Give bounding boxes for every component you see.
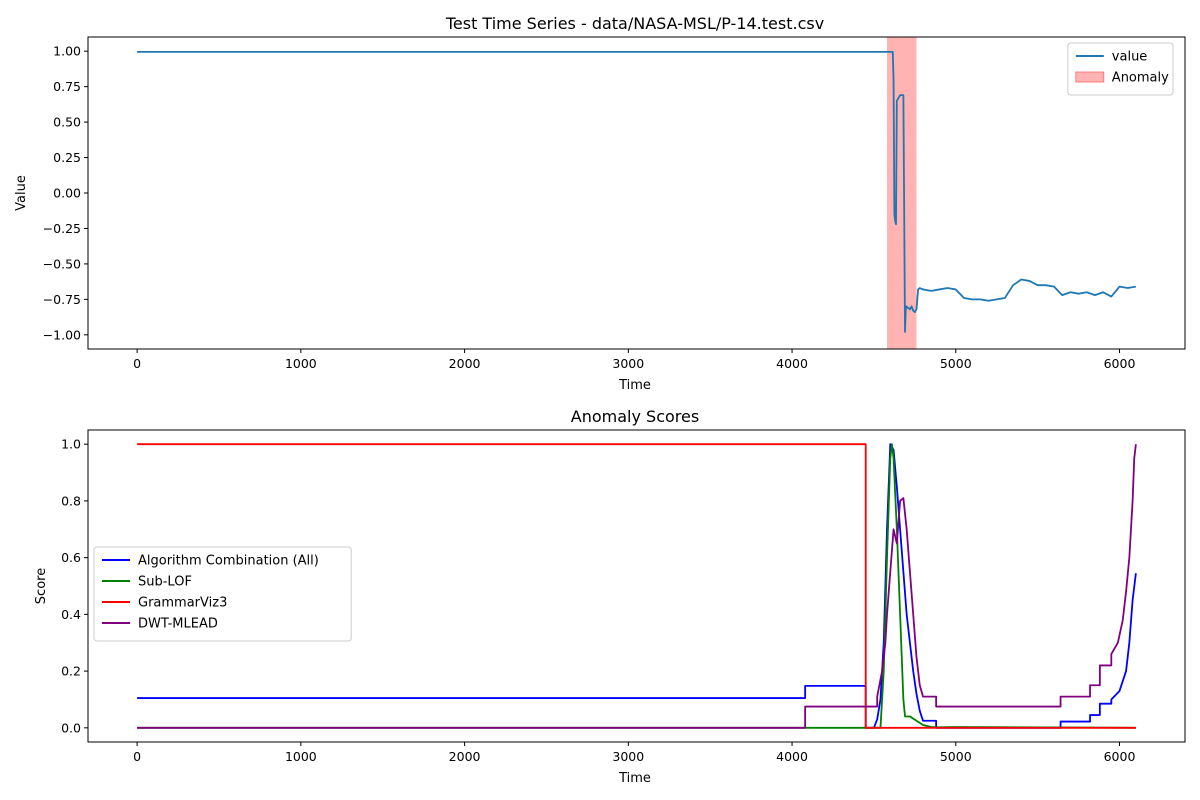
series-line-value bbox=[137, 50, 1137, 333]
axes-frame bbox=[87, 429, 1186, 743]
x-tick-label: 1000 bbox=[285, 356, 317, 371]
x-tick-label: 2000 bbox=[449, 356, 481, 371]
y-tick-label: 0.00 bbox=[53, 186, 81, 201]
x-axis-label: Time bbox=[618, 378, 651, 393]
legend-label: value bbox=[1112, 50, 1148, 65]
y-tick-label: −0.50 bbox=[43, 256, 81, 271]
y-tick-label: −0.75 bbox=[43, 292, 81, 307]
legend-label: Sub-LOF bbox=[138, 575, 192, 590]
series-line-grammarviz3 bbox=[137, 443, 1136, 729]
legend-label: Anomaly bbox=[1112, 71, 1169, 86]
y-tick-label: 0.25 bbox=[53, 150, 81, 165]
anomaly-scores-chart: Anomaly Scores 0 1000 2000 3000 4000 5000 6000… bbox=[34, 407, 1186, 786]
legend-label: Algorithm Combination (All) bbox=[138, 554, 319, 569]
x-tick-label: 5000 bbox=[940, 356, 972, 371]
series-line-algorithm-combination-all bbox=[137, 443, 1137, 729]
y-tick-label: 1.0 bbox=[61, 437, 81, 452]
x-tick-label: 6000 bbox=[1104, 356, 1136, 371]
x-tick-label: 5000 bbox=[940, 749, 972, 764]
x-tick-label: 3000 bbox=[612, 356, 644, 371]
x-tick-label: 6000 bbox=[1104, 749, 1136, 764]
x-tick-label: 0 bbox=[133, 356, 141, 371]
plot-area: 0 1000 2000 3000 4000 5000 6000 −1.00 −0.75 −0.50… bbox=[43, 36, 1186, 371]
x-tick-label: 4000 bbox=[776, 749, 808, 764]
chart-title: Test Time Series - data/NASA-MSL/P-14.te… bbox=[445, 14, 824, 33]
legend: Algorithm Combination (All) Sub-LOF Gramma… bbox=[93, 546, 352, 642]
axes-frame bbox=[87, 36, 1186, 350]
y-tick-label: 0.8 bbox=[61, 493, 81, 508]
time-series-chart: Test Time Series - data/NASA-MSL/P-14.te… bbox=[14, 14, 1186, 393]
y-axis-label: Score bbox=[34, 568, 49, 604]
anomaly-region bbox=[887, 37, 917, 349]
y-tick-label: 0.50 bbox=[53, 115, 81, 130]
y-tick-label: 1.00 bbox=[53, 44, 81, 59]
y-tick-label: 0.0 bbox=[61, 720, 81, 735]
legend: value Anomaly bbox=[1067, 42, 1174, 96]
y-tick-label: 0.4 bbox=[61, 607, 81, 622]
legend-swatch bbox=[1075, 71, 1105, 83]
legend-label: DWT-MLEAD bbox=[138, 617, 218, 632]
y-tick-label: −0.25 bbox=[43, 221, 81, 236]
x-tick-label: 2000 bbox=[449, 749, 481, 764]
y-tick-label: 0.6 bbox=[61, 550, 81, 565]
y-axis-label: Value bbox=[14, 175, 29, 211]
x-axis-label: Time bbox=[618, 771, 651, 786]
legend-label: GrammarViz3 bbox=[138, 596, 227, 611]
y-tick-label: 0.2 bbox=[61, 664, 81, 679]
series-line-dwt-mlead bbox=[137, 444, 1137, 729]
x-tick-label: 1000 bbox=[285, 749, 317, 764]
y-tick-label: 0.75 bbox=[53, 79, 81, 94]
chart-title: Anomaly Scores bbox=[571, 407, 699, 426]
x-tick-label: 3000 bbox=[612, 749, 644, 764]
x-tick-label: 0 bbox=[133, 749, 141, 764]
y-tick-label: −1.00 bbox=[43, 327, 81, 342]
legend-box bbox=[93, 546, 352, 642]
x-tick-label: 4000 bbox=[776, 356, 808, 371]
plot-area: 0 1000 2000 3000 4000 5000 6000 0.0 0.2 0.4 0.6 0.8… bbox=[61, 429, 1186, 764]
